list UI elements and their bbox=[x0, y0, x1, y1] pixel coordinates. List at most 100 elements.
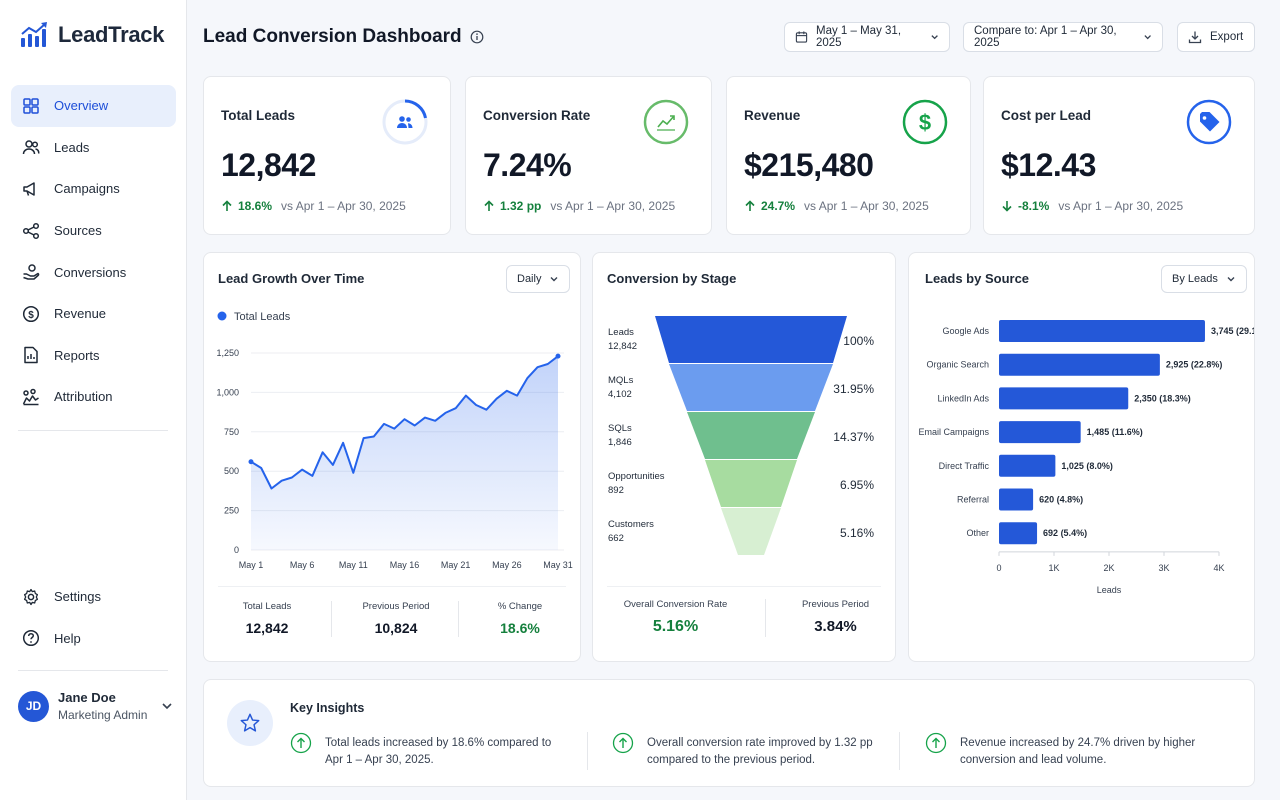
growth-divider bbox=[218, 586, 566, 587]
sidebar-item-conversions[interactable]: Conversions bbox=[11, 251, 176, 293]
granularity-label: Daily bbox=[517, 273, 542, 285]
sources-title: Leads by Source bbox=[925, 271, 1030, 286]
funnel-stage-sqls[interactable] bbox=[687, 412, 815, 459]
bar-linkedin-ads[interactable] bbox=[999, 387, 1129, 410]
chevron-down-icon bbox=[1227, 277, 1235, 282]
bar-email-campaigns[interactable] bbox=[999, 421, 1081, 444]
chevron-down-icon[interactable] bbox=[161, 700, 173, 712]
date-range-label: May 1 – May 31, 2025 bbox=[816, 25, 902, 49]
chevron-down-icon bbox=[1144, 35, 1151, 40]
kpi-comparison: vs Apr 1 – Apr 30, 2025 bbox=[804, 199, 929, 213]
insight-divider bbox=[899, 732, 900, 770]
bar-google-ads[interactable] bbox=[999, 320, 1205, 342]
stage-name: Leads bbox=[608, 327, 634, 338]
sidebar-item-revenue[interactable]: $ Revenue bbox=[11, 293, 176, 335]
dollar-circle-icon: $ bbox=[22, 305, 40, 322]
share-icon bbox=[22, 222, 40, 239]
sidebar-item-attribution[interactable]: Attribution bbox=[11, 376, 176, 418]
sidebar-item-settings[interactable]: Settings bbox=[11, 576, 176, 618]
source-mode-label: By Leads bbox=[1172, 273, 1218, 285]
funnel-stage-mqls[interactable] bbox=[669, 364, 833, 411]
sidebar-item-sources[interactable]: Sources bbox=[11, 210, 176, 252]
stage-count: 1,846 bbox=[608, 437, 632, 448]
megaphone-icon bbox=[23, 182, 35, 196]
funnel-stage-opportunities[interactable] bbox=[705, 460, 797, 507]
x-tick-label: May 26 bbox=[492, 560, 522, 570]
granularity-dropdown[interactable]: Daily bbox=[506, 265, 571, 293]
sidebar-item-campaigns[interactable]: Campaigns bbox=[11, 168, 176, 210]
bar-direct-traffic[interactable] bbox=[999, 454, 1056, 477]
sidebar-item-leads[interactable]: Leads bbox=[11, 127, 176, 169]
sidebar-item-label: Sources bbox=[54, 223, 102, 239]
bar-referral[interactable] bbox=[999, 488, 1034, 511]
funnel-divider bbox=[607, 586, 881, 587]
compare-period-picker[interactable]: Compare to: Apr 1 – Apr 30, 2025 bbox=[963, 22, 1163, 52]
grid-icon bbox=[23, 98, 39, 114]
data-point[interactable] bbox=[555, 353, 561, 359]
kpi-label: Cost per Lead bbox=[1001, 108, 1092, 123]
stage-name: MQLs bbox=[608, 375, 634, 386]
gear-icon bbox=[23, 588, 39, 605]
x-tick-label: May 21 bbox=[441, 560, 471, 570]
arrow-up-circle-icon bbox=[612, 732, 634, 754]
bar-other[interactable] bbox=[999, 522, 1038, 545]
sidebar-nav: Overview Leads Campaigns Sources Conversions… bbox=[11, 85, 176, 418]
help-icon bbox=[22, 630, 40, 647]
insight-text: Overall conversion rate improved by 1.32… bbox=[647, 737, 873, 766]
x-tick-label: 1K bbox=[1048, 563, 1059, 573]
leads-by-source-chart: Google Ads 3,745 (29.1%) Organic Search 2,9… bbox=[918, 320, 1254, 595]
export-button[interactable]: Export bbox=[1177, 22, 1255, 52]
legend-marker bbox=[217, 311, 227, 321]
info-icon[interactable] bbox=[470, 30, 484, 44]
attribution-icon bbox=[22, 388, 39, 406]
sidebar-item-label: Conversions bbox=[54, 264, 127, 280]
user-menu[interactable]: JD Jane Doe Marketing Admin bbox=[18, 690, 173, 722]
users-icon bbox=[382, 99, 428, 145]
date-range-picker[interactable]: May 1 – May 31, 2025 bbox=[784, 22, 950, 52]
insight-text: Total leads increased by 18.6% compared … bbox=[325, 737, 552, 766]
sidebar-divider bbox=[18, 430, 168, 431]
kpi-comparison: vs Apr 1 – Apr 30, 2025 bbox=[1058, 199, 1184, 213]
export-label: Export bbox=[1210, 31, 1244, 43]
star-icon bbox=[227, 700, 273, 746]
stat-value: 3.84% bbox=[814, 618, 857, 635]
category-label: Email Campaigns bbox=[918, 427, 989, 437]
y-tick-label: 0 bbox=[234, 545, 239, 555]
series-line-total-leads[interactable] bbox=[250, 355, 559, 490]
bar-value-label: 2,350 (18.3%) bbox=[1134, 393, 1191, 403]
bar-organic-search[interactable] bbox=[999, 353, 1160, 376]
sidebar-item-overview[interactable]: Overview bbox=[11, 85, 176, 127]
data-point[interactable] bbox=[248, 459, 254, 465]
compare-label: Compare to: Apr 1 – Apr 30, 2025 bbox=[974, 25, 1117, 49]
category-label: Direct Traffic bbox=[939, 461, 990, 471]
y-tick-label: 250 bbox=[224, 506, 239, 516]
x-tick-label: May 1 bbox=[239, 560, 264, 570]
stage-percent: 31.95% bbox=[833, 382, 874, 396]
kpi-label: Conversion Rate bbox=[483, 108, 591, 123]
bar-value-label: 1,025 (8.0%) bbox=[1061, 461, 1113, 471]
stat-value: 18.6% bbox=[500, 620, 540, 636]
kpi-label: Total Leads bbox=[221, 108, 296, 123]
legend-label: Total Leads bbox=[234, 311, 291, 323]
sidebar-item-label: Revenue bbox=[54, 306, 107, 322]
sidebar-item-help[interactable]: Help bbox=[11, 618, 176, 660]
kpi-change: -8.1% vs Apr 1 – Apr 30, 2025 bbox=[1001, 199, 1183, 213]
sidebar-item-reports[interactable]: Reports bbox=[11, 335, 176, 377]
stage-count: 892 bbox=[608, 485, 624, 496]
report-icon bbox=[24, 347, 38, 364]
sidebar-nav-bottom: Settings Help bbox=[11, 576, 176, 659]
bar-chart-logo-icon bbox=[21, 22, 47, 47]
arrow-up-circle-icon bbox=[290, 732, 312, 754]
lead-growth-card: Lead Growth Over Time Daily Total Leads 0… bbox=[203, 252, 581, 662]
page-title-text: Lead Conversion Dashboard bbox=[203, 26, 462, 47]
source-mode-dropdown[interactable]: By Leads bbox=[1161, 265, 1247, 293]
funnel-stage-customers[interactable] bbox=[721, 508, 781, 555]
lead-growth-chart: Total Leads 0 250 500 750 1,000 1,250 May 1 May … bbox=[216, 311, 572, 570]
arrow-up-icon bbox=[745, 200, 755, 211]
category-label: Google Ads bbox=[942, 326, 989, 336]
kpi-change-value: 1.32 pp bbox=[500, 199, 542, 213]
funnel-stage-leads[interactable] bbox=[655, 316, 847, 363]
y-tick-label: 500 bbox=[224, 466, 239, 476]
kpi-value: $12.43 bbox=[1001, 147, 1096, 183]
logo[interactable]: LeadTrack bbox=[20, 22, 164, 48]
